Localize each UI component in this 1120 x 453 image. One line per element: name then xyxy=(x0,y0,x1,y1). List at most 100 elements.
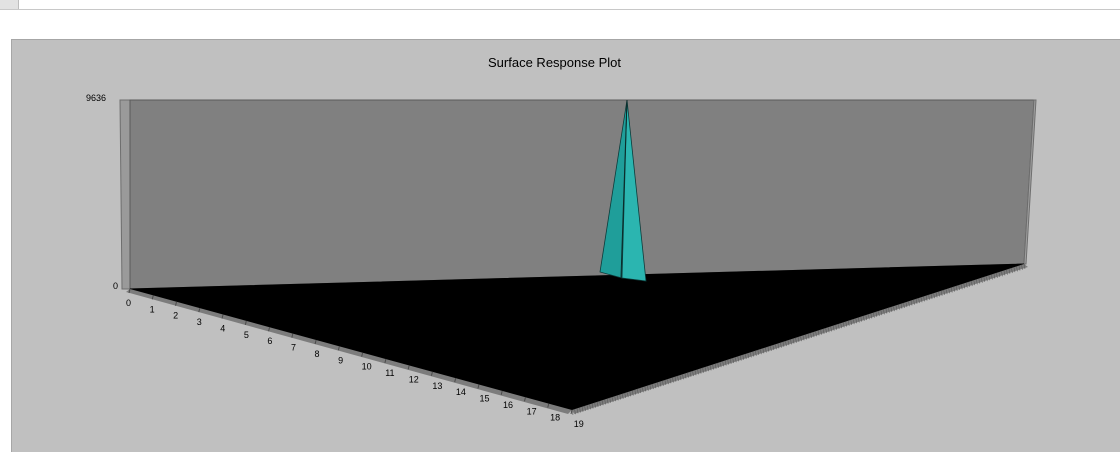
y-tick xyxy=(960,284,963,290)
y-tick xyxy=(652,383,654,390)
x-tick-label: 1 xyxy=(150,304,155,314)
y-tick xyxy=(837,323,840,330)
x-tick xyxy=(221,314,224,319)
x-tick xyxy=(128,288,131,294)
y-tick xyxy=(880,310,883,316)
y-tick xyxy=(737,356,740,362)
chart-title: Surface Response Plot xyxy=(488,55,621,70)
y-tick xyxy=(928,294,930,300)
y-tick xyxy=(642,387,644,393)
y-tick xyxy=(765,347,767,353)
y-tick xyxy=(1006,269,1008,275)
y-tick xyxy=(787,340,790,346)
y-tick xyxy=(918,298,920,304)
x-tick xyxy=(291,333,294,338)
y-tick xyxy=(682,374,684,380)
y-tick xyxy=(797,336,800,343)
y-tick xyxy=(581,406,584,412)
y-tick xyxy=(664,379,667,386)
y-tick xyxy=(574,409,576,415)
x-tick-label: 5 xyxy=(244,330,249,340)
y-tick xyxy=(827,327,830,333)
y-tick xyxy=(775,344,777,350)
y-tick xyxy=(830,326,832,332)
x-tick-label: 11 xyxy=(385,368,394,378)
y-tick xyxy=(767,346,770,352)
y-tick xyxy=(986,276,988,282)
x-tick xyxy=(361,352,364,357)
y-tick xyxy=(817,330,820,336)
y-tick xyxy=(755,350,757,356)
y-tick xyxy=(915,298,918,304)
y-tick xyxy=(760,349,762,355)
x-tick-label: 2 xyxy=(173,311,178,321)
y-tick xyxy=(654,383,657,389)
y-tick xyxy=(870,313,873,319)
y-tick xyxy=(938,291,940,297)
y-tick xyxy=(647,385,649,391)
y-tick xyxy=(940,290,943,296)
y-tick xyxy=(604,399,606,405)
x-tick-label: 6 xyxy=(267,336,272,346)
y-tick xyxy=(930,293,933,300)
y-tick xyxy=(719,362,722,368)
y-tick xyxy=(815,331,817,337)
y-tick xyxy=(599,401,601,407)
y-tick xyxy=(709,365,712,371)
y-tick xyxy=(903,302,905,308)
y-tick xyxy=(910,300,913,306)
y-tick xyxy=(591,403,594,409)
y-tick xyxy=(840,323,842,329)
x-tick-label: 16 xyxy=(503,400,513,410)
y-tick xyxy=(875,311,878,317)
x-tick xyxy=(337,346,340,351)
back-wall xyxy=(129,99,1035,290)
y-tick xyxy=(1001,271,1003,277)
y-tick xyxy=(790,339,792,345)
x-tick xyxy=(198,307,201,313)
y-tick xyxy=(955,285,958,291)
y-tick xyxy=(679,375,682,381)
y-tick xyxy=(847,320,850,326)
y-tick xyxy=(644,386,647,392)
y-tick xyxy=(714,363,717,369)
y-tick xyxy=(782,341,785,347)
y-tick xyxy=(589,404,591,410)
y-tick xyxy=(933,293,935,299)
y-tick xyxy=(672,377,674,383)
y-tick xyxy=(958,285,961,291)
x-tick xyxy=(268,327,271,332)
floor-left-edge xyxy=(126,289,572,414)
y-tick xyxy=(579,407,581,413)
x-tick xyxy=(314,339,317,345)
right-wall xyxy=(1023,99,1037,265)
y-tick xyxy=(697,369,699,375)
y-tick xyxy=(996,272,998,278)
y-tick xyxy=(616,395,619,401)
x-tick xyxy=(151,295,154,300)
y-tick xyxy=(1008,268,1011,274)
y-tick xyxy=(988,275,991,281)
y-tick xyxy=(965,282,968,288)
x-tick-label: 15 xyxy=(479,394,489,404)
y-tick xyxy=(991,274,993,280)
y-tick xyxy=(888,307,890,313)
peak-ridge xyxy=(620,99,628,279)
y-tick xyxy=(868,314,870,320)
x-tick-label: 13 xyxy=(432,381,442,391)
y-tick xyxy=(883,309,885,315)
x-tick-label: 17 xyxy=(527,406,537,416)
y-tick xyxy=(993,273,996,279)
chart-panel: Surface Response Plot 9636 0 0 1 2 3 4 5 6 7 8 9 10… xyxy=(11,39,1120,452)
y-tick xyxy=(747,353,750,359)
y-tick xyxy=(729,358,732,364)
y-tick xyxy=(1021,264,1023,270)
y-tick xyxy=(667,379,669,385)
y-tick xyxy=(634,389,637,395)
y-tick xyxy=(825,328,827,334)
y-tick xyxy=(898,304,900,310)
y-tick xyxy=(832,325,835,331)
y-tick xyxy=(702,367,704,373)
y-tick xyxy=(1018,265,1021,271)
y-tick xyxy=(770,345,772,351)
